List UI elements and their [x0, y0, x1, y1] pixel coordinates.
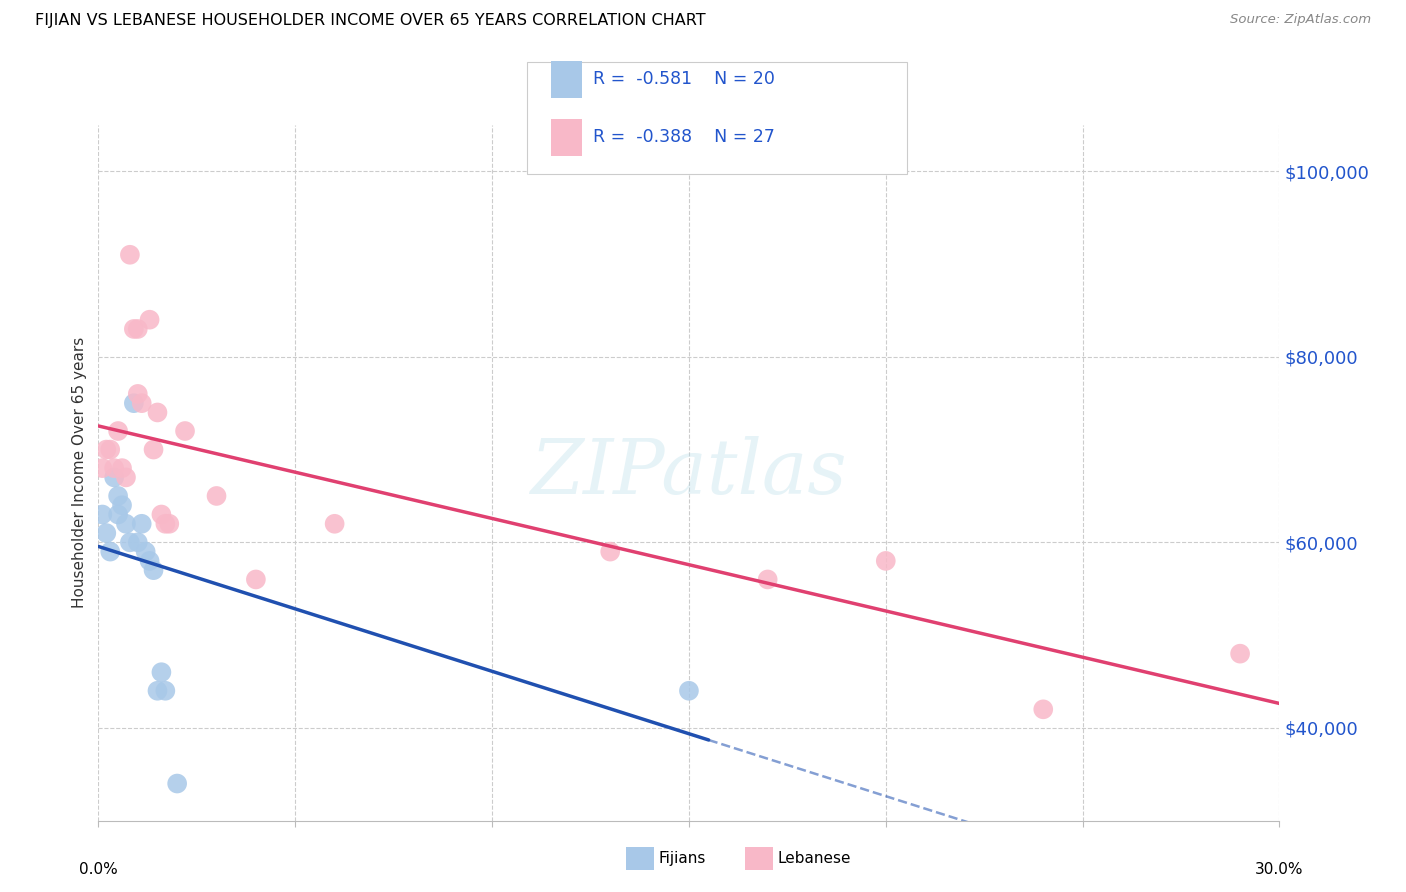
Point	[174, 424, 197, 438]
Point	[150, 665, 173, 680]
Point	[118, 535, 141, 549]
Point	[756, 573, 779, 587]
Text: R =  -0.388    N = 27: R = -0.388 N = 27	[593, 128, 775, 146]
Text: 30.0%: 30.0%	[1256, 863, 1303, 878]
Point	[146, 405, 169, 419]
Point	[323, 516, 346, 531]
Point	[122, 322, 145, 336]
Point	[91, 508, 114, 522]
Point	[205, 489, 228, 503]
Point	[150, 508, 173, 522]
Text: 0.0%: 0.0%	[79, 863, 118, 878]
Point	[111, 498, 134, 512]
Text: R =  -0.581    N = 20: R = -0.581 N = 20	[593, 70, 775, 88]
Point	[146, 683, 169, 698]
Text: FIJIAN VS LEBANESE HOUSEHOLDER INCOME OVER 65 YEARS CORRELATION CHART: FIJIAN VS LEBANESE HOUSEHOLDER INCOME OV…	[35, 13, 706, 29]
Point	[111, 461, 134, 475]
Text: Fijians: Fijians	[658, 851, 706, 866]
Point	[166, 776, 188, 790]
Y-axis label: Householder Income Over 65 years: Householder Income Over 65 years	[72, 337, 87, 608]
Point	[118, 248, 141, 262]
Point	[107, 489, 129, 503]
Point	[98, 442, 121, 457]
Point	[127, 387, 149, 401]
Point	[107, 424, 129, 438]
Text: Lebanese: Lebanese	[778, 851, 851, 866]
Point	[155, 683, 177, 698]
Point	[115, 516, 138, 531]
Point	[138, 312, 160, 326]
Point	[127, 322, 149, 336]
Point	[96, 526, 118, 541]
Point	[103, 461, 125, 475]
Point	[678, 683, 700, 698]
Point	[875, 554, 897, 568]
Point	[103, 470, 125, 484]
Point	[98, 544, 121, 558]
Point	[142, 563, 165, 577]
Point	[127, 535, 149, 549]
Point	[1032, 702, 1054, 716]
Text: Source: ZipAtlas.com: Source: ZipAtlas.com	[1230, 13, 1371, 27]
Point	[107, 508, 129, 522]
Point	[131, 516, 153, 531]
Point	[135, 544, 157, 558]
Point	[96, 442, 118, 457]
Point	[122, 396, 145, 410]
Point	[599, 544, 621, 558]
Point	[245, 573, 267, 587]
Point	[1229, 647, 1251, 661]
Point	[91, 461, 114, 475]
Point	[155, 516, 177, 531]
Point	[131, 396, 153, 410]
Point	[142, 442, 165, 457]
Point	[157, 516, 180, 531]
Text: ZIPatlas: ZIPatlas	[530, 436, 848, 509]
Point	[138, 554, 160, 568]
Point	[115, 470, 138, 484]
